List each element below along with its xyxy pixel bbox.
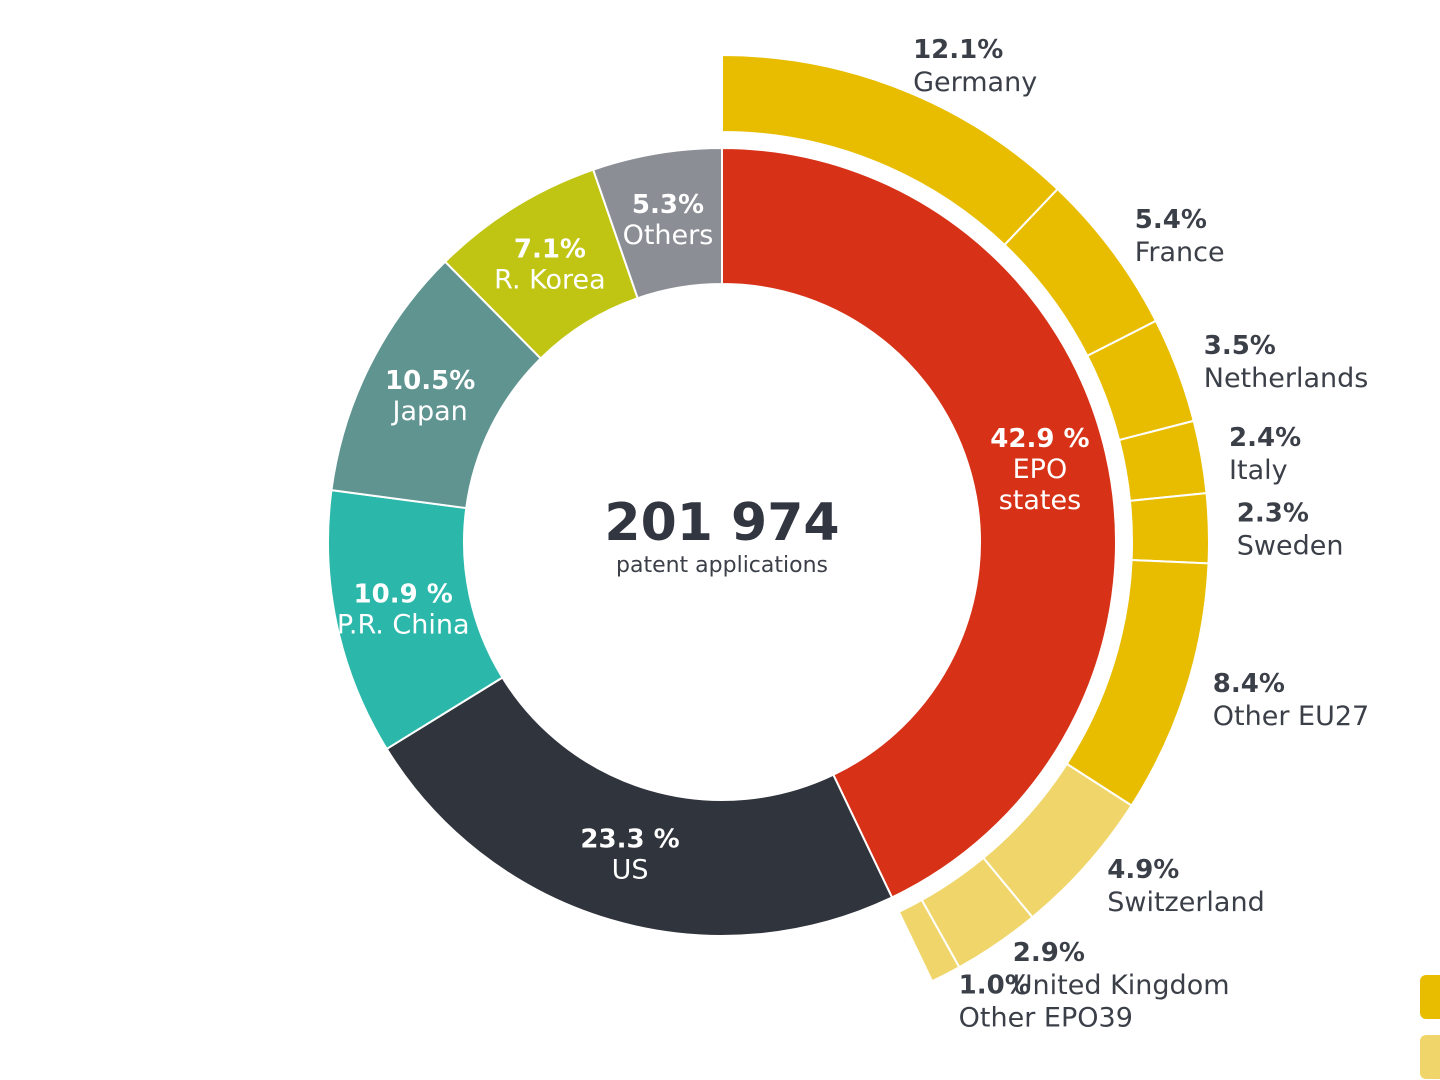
slice-us-label: US [612,854,649,885]
outer-slice-germany-label: Germany [913,67,1037,98]
total-label: patent applications [616,553,828,578]
outer-slice-switzerland-label: Switzerland [1107,887,1265,918]
outer-slice-netherlands-pct: 3.5% [1204,331,1276,361]
slice-p-r-china-label: P.R. China [337,610,470,641]
outer-slice-united-kingdom-pct: 2.9% [1013,938,1085,968]
outer-slice-sweden [1130,493,1209,563]
slice-epo-states-label: states [999,485,1081,516]
outer-slice-sweden-label: Sweden [1237,530,1344,561]
slice-japan-label: Japan [390,396,467,427]
outer-slice-other-eu27-pct: 8.4% [1213,669,1285,699]
outer-slice-netherlands-label: Netherlands [1204,363,1369,394]
outer-slice-other-epo39-pct: 1.0% [959,970,1031,1000]
outer-slice-france-pct: 5.4% [1135,205,1207,235]
outer-slice-other-epo39-label: Other EPO39 [959,1002,1133,1033]
legend-swatch-eu27 [1420,975,1440,1019]
slice-others-pct: 5.3% [632,190,704,220]
slice-others-label: Others [623,220,714,251]
outer-slice-italy-pct: 2.4% [1229,423,1301,453]
center-total: 201 974 patent applications [604,493,839,578]
slice-us [387,677,892,936]
outer-slice-sweden-pct: 2.3% [1237,498,1309,528]
slice-us-pct: 23.3 % [580,824,679,854]
outer-slice-germany-pct: 12.1% [913,35,1003,65]
slice-epo-states-pct: 42.9 % [990,424,1089,454]
slice-r-korea-pct: 7.1% [514,235,586,265]
slice-epo-states-label: EPO [1013,454,1068,485]
outer-slice-united-kingdom-label: United Kingdom [1013,970,1230,1001]
outer-slice-switzerland-pct: 4.9% [1107,855,1179,885]
slice-japan-pct: 10.5% [385,366,475,396]
slice-p-r-china-pct: 10.9 % [354,580,453,610]
outer-slice-italy-label: Italy [1229,455,1288,486]
total-value: 201 974 [604,493,839,553]
outer-slice-other-eu27-label: Other EU27 [1213,701,1369,732]
legend-swatch-other-epo [1420,1035,1440,1079]
outer-slice-france-label: France [1135,237,1225,268]
slice-r-korea-label: R. Korea [494,265,606,296]
